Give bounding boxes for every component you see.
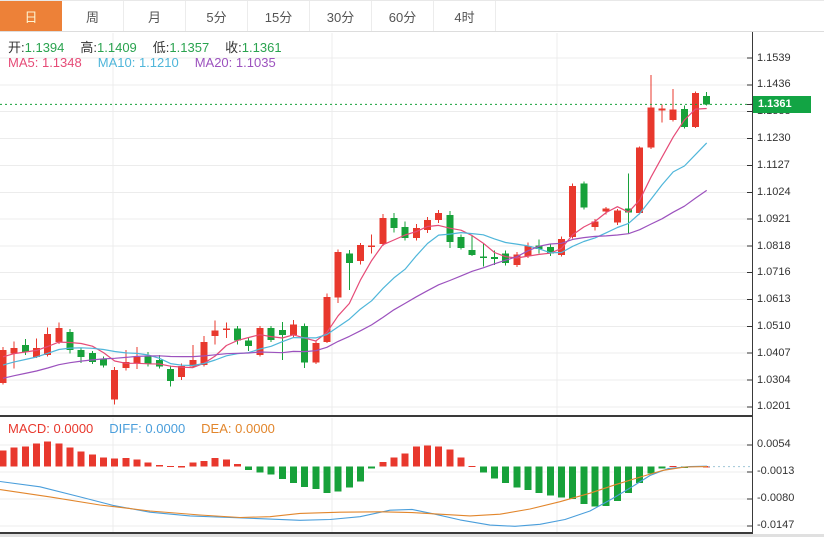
diff-label: DIFF: [109, 421, 142, 436]
open-group: 开:1.1394 [8, 40, 64, 55]
tab-30min[interactable]: 30分 [310, 1, 372, 31]
low-value: 1.1357 [169, 40, 210, 55]
price-axis-label: 1.1230 [757, 132, 791, 145]
tab-60min[interactable]: 60分 [372, 1, 434, 31]
ma10-label: MA10: [97, 55, 136, 70]
tab-15min[interactable]: 15分 [248, 1, 310, 31]
ma5-group: MA5: 1.1348 [8, 55, 82, 70]
tab-month[interactable]: 月 [124, 1, 186, 31]
price-axis-label: 1.0716 [757, 266, 791, 279]
price-axis-label: 1.1436 [757, 78, 791, 91]
price-axis-label: 1.0613 [757, 292, 791, 305]
price-axis-label: 1.0921 [757, 212, 791, 225]
price-axis-label: 1.0304 [757, 373, 791, 386]
macd-label: MACD: [8, 421, 50, 436]
dea-label: DEA: [201, 421, 232, 436]
macd-axis-label: -0.0013 [757, 465, 795, 478]
dea-group: DEA: 0.0000 [201, 421, 275, 436]
ma5-value: 1.1348 [41, 55, 82, 70]
ma-legend: MA5: 1.1348 MA10: 1.1210 MA20: 1.1035 [8, 55, 292, 70]
ma5-label: MA5: [8, 55, 39, 70]
ma20-value: 1.1035 [235, 55, 276, 70]
macd-group: MACD: 0.0000 [8, 421, 93, 436]
price-axis-label: 1.0510 [757, 319, 791, 332]
high-value: 1.1409 [97, 40, 137, 55]
last-price-badge: 1.1361 [753, 96, 811, 113]
macd-value: 0.0000 [53, 421, 94, 436]
diff-group: DIFF: 0.0000 [109, 421, 185, 436]
low-label: 低: [152, 40, 170, 55]
macd-legend: MACD: 0.0000 DIFF: 0.0000 DEA: 0.0000 [8, 421, 291, 436]
close-value: 1.1361 [241, 40, 282, 55]
close-label: 收: [225, 40, 242, 55]
ma10-value: 1.1210 [138, 55, 179, 70]
open-value: 1.1394 [24, 40, 65, 55]
price-axis-label: 1.0407 [757, 346, 791, 359]
price-axis-label: 1.1024 [757, 185, 791, 198]
bottom-scroll-strip[interactable] [0, 534, 824, 537]
macd-axis-label: 0.0054 [757, 438, 791, 451]
macd-axis-label: -0.0080 [757, 492, 795, 505]
dea-value: 0.0000 [235, 421, 275, 436]
low-group: 低:1.1357 [153, 40, 209, 55]
diff-value: 0.0000 [145, 421, 186, 436]
open-label: 开: [8, 40, 25, 55]
price-axis-label: 1.1539 [757, 51, 791, 64]
high-group: 高:1.1409 [80, 40, 136, 55]
tab-day[interactable]: 日 [0, 1, 62, 31]
price-axis-label: 1.1127 [757, 158, 790, 171]
tab-5min[interactable]: 5分 [186, 1, 248, 31]
ma20-label: MA20: [194, 55, 233, 70]
ma20-group: MA20: 1.1035 [195, 55, 276, 70]
high-label: 高: [80, 40, 98, 55]
price-axis-label: 1.0201 [757, 400, 791, 413]
ohlc-legend: 开:1.1394 高:1.1409 低:1.1357 收:1.1361 [8, 37, 298, 56]
ma10-group: MA10: 1.1210 [98, 55, 179, 70]
timeframe-tabbar: 日周月 5分 15分 30分 60分 4时 [0, 0, 824, 32]
close-group: 收:1.1361 [225, 40, 281, 55]
tab-week[interactable]: 周 [62, 1, 124, 31]
price-axis-label: 1.0818 [757, 239, 791, 252]
tab-4hour[interactable]: 4时 [434, 1, 496, 31]
macd-axis-label: -0.0147 [757, 519, 795, 532]
